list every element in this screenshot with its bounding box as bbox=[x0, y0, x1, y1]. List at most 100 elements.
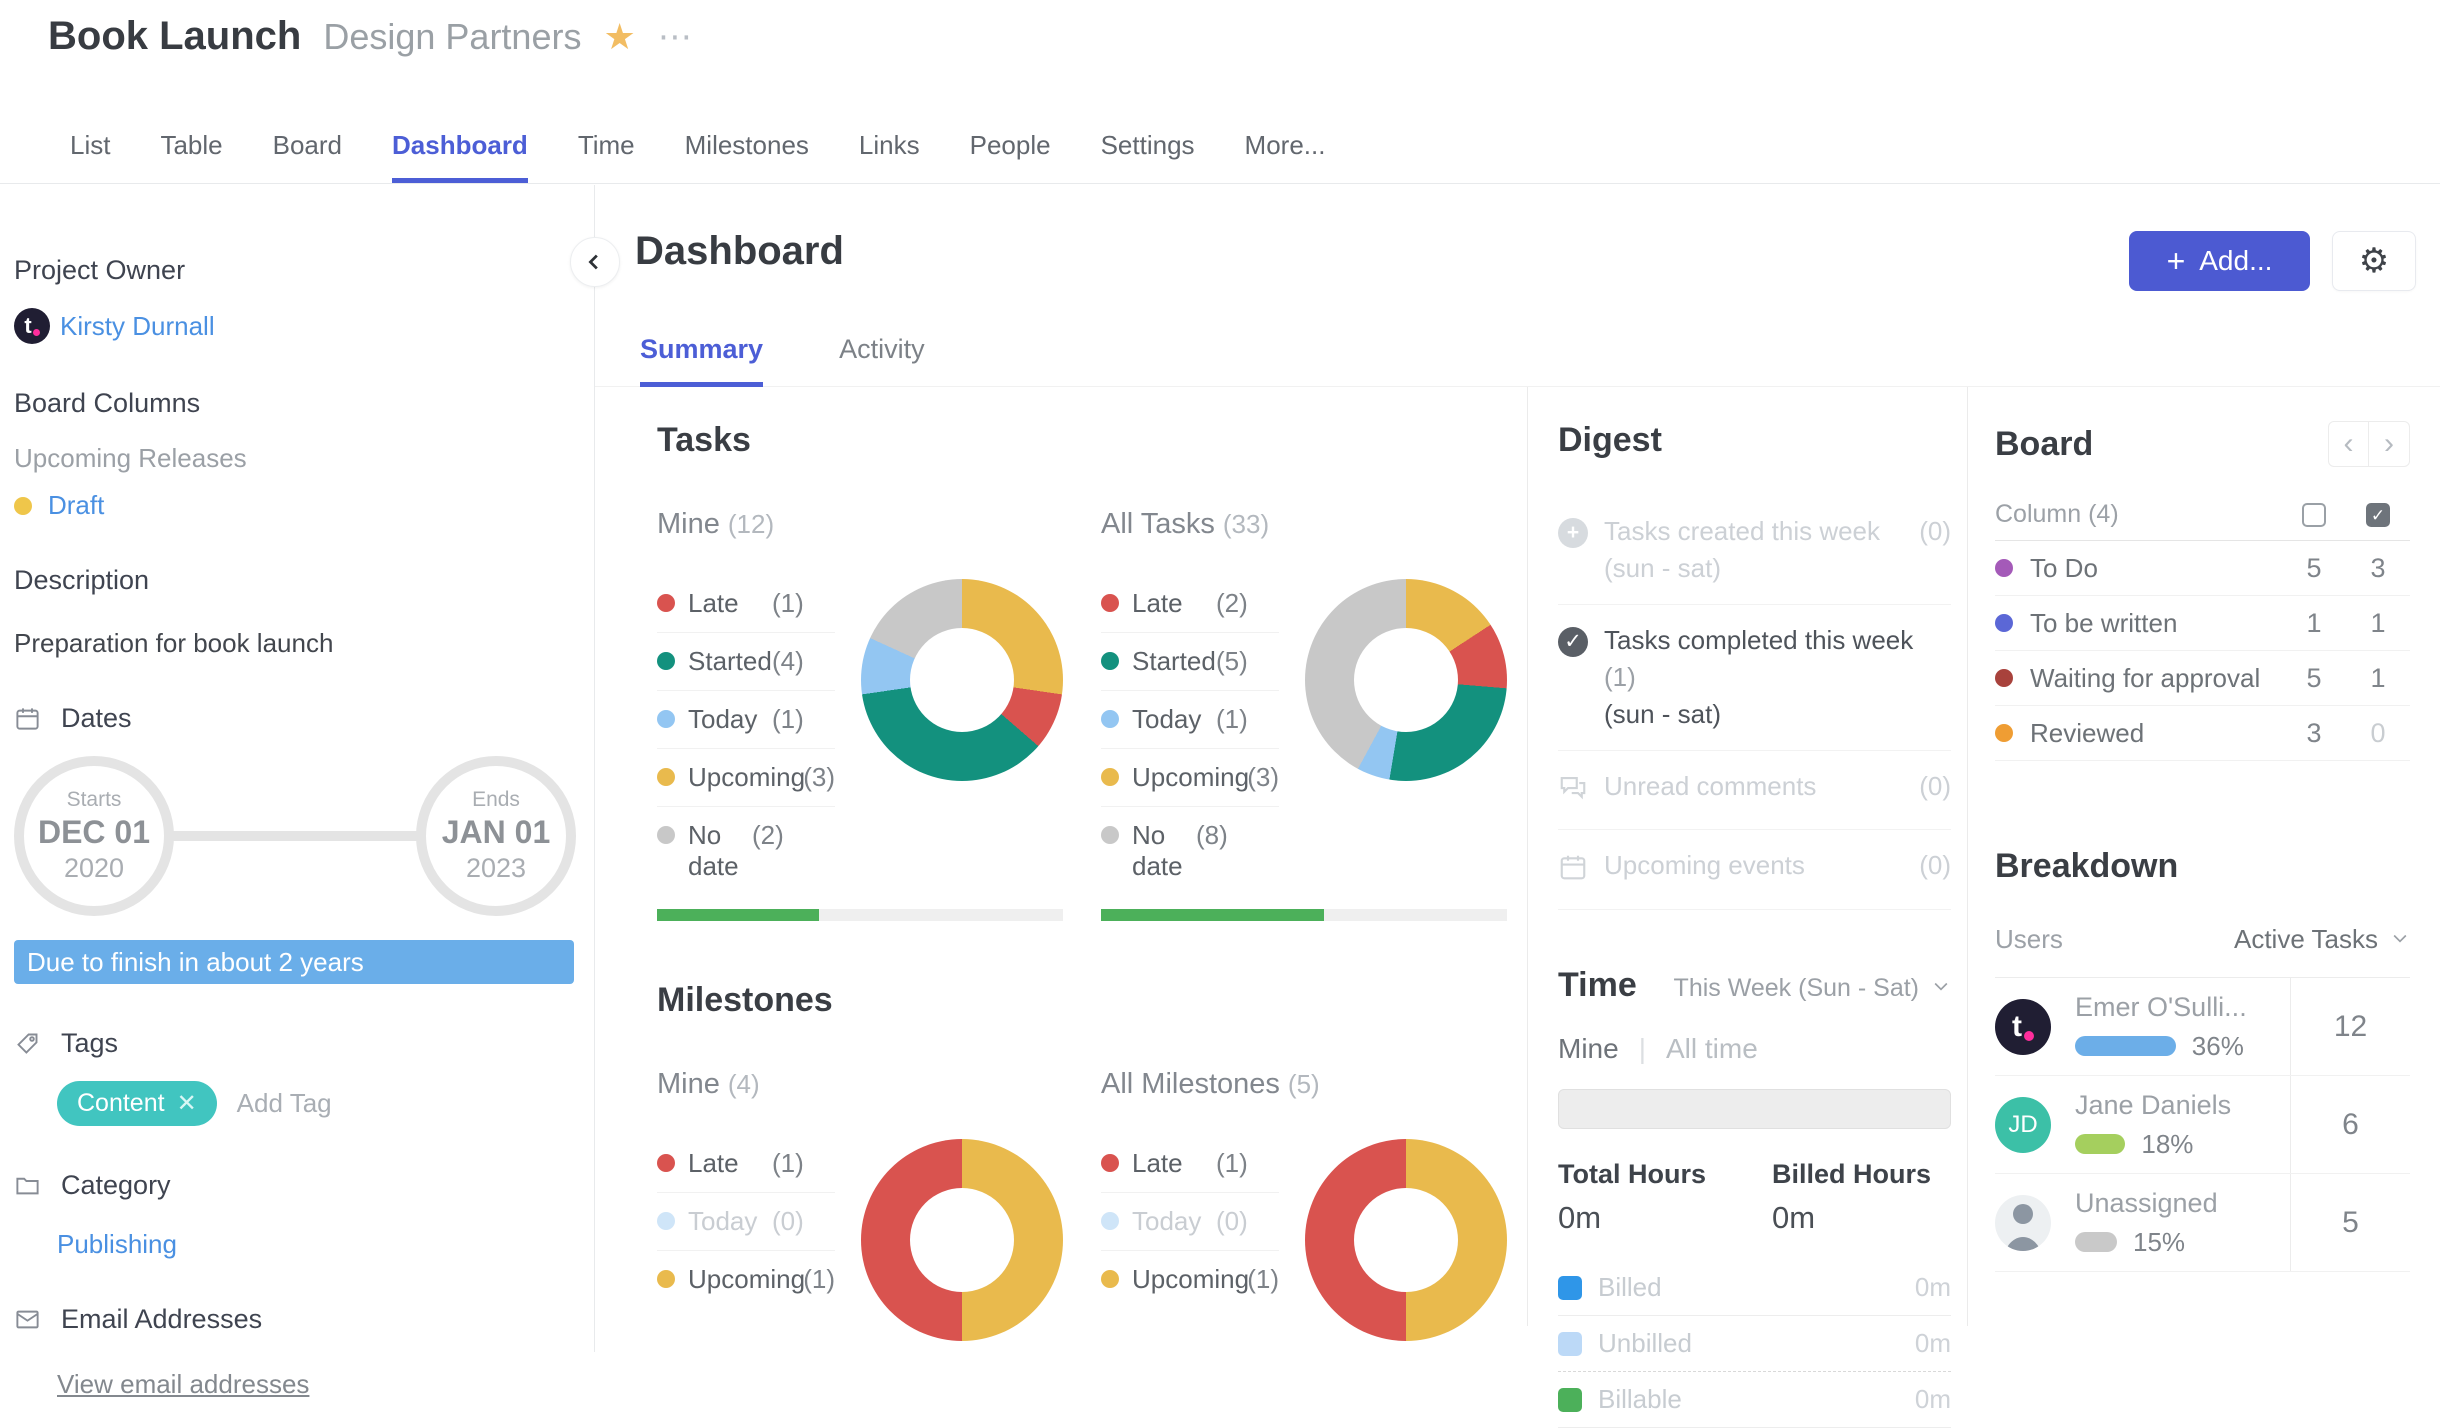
legend-count: (2) bbox=[1216, 588, 1248, 619]
checkbox-checked-icon[interactable]: ✓ bbox=[2366, 503, 2390, 527]
board-title: Board bbox=[1995, 425, 2093, 464]
nav-tab-board[interactable]: Board bbox=[273, 130, 342, 183]
legend-dot bbox=[657, 1154, 675, 1172]
tasks-mine-label: Mine bbox=[657, 508, 720, 540]
tag-chip[interactable]: Content ✕ bbox=[57, 1081, 217, 1126]
tag-icon bbox=[14, 1030, 41, 1057]
user-percent: 18% bbox=[2141, 1129, 2193, 1160]
nav-tab-more[interactable]: More... bbox=[1245, 130, 1326, 183]
digest-count: (0) bbox=[1919, 847, 1951, 884]
remove-tag-icon[interactable]: ✕ bbox=[177, 1089, 197, 1118]
digest-text: Tasks created this week(sun - sat) bbox=[1604, 513, 1909, 587]
checkbox-unchecked-icon[interactable] bbox=[2302, 503, 2326, 527]
project-title: Book Launch bbox=[48, 14, 301, 59]
tasks-mine-legend: Late(1)Started(4)Today(1)Upcoming(3)No d… bbox=[657, 575, 835, 895]
breakdown-title: Breakdown bbox=[1995, 847, 2410, 886]
avatar: t bbox=[1995, 999, 2051, 1055]
settings-gear-button[interactable]: ⚙ bbox=[2332, 231, 2416, 291]
legend-dot bbox=[657, 652, 675, 670]
project-timeline: Starts DEC 01 2020 Ends JAN 01 2023 bbox=[14, 756, 576, 916]
legend-dot bbox=[1101, 1270, 1119, 1288]
legend-count: (1) bbox=[803, 1264, 835, 1295]
milestones-all-chart: All Milestones(5) Late(1)Today(0)Upcomin… bbox=[1101, 1068, 1507, 1341]
total-hours-value: 0m bbox=[1558, 1200, 1706, 1236]
digest-item[interactable]: Unread comments(0) bbox=[1558, 751, 1951, 831]
owner-avatar: t bbox=[14, 308, 50, 344]
billed-hours-value: 0m bbox=[1772, 1200, 1931, 1236]
board-column-name: To be written bbox=[2030, 608, 2177, 639]
digest-text: Unread comments bbox=[1604, 768, 1909, 805]
start-date-circle: Starts DEC 01 2020 bbox=[14, 756, 174, 916]
digest-item[interactable]: Upcoming events(0) bbox=[1558, 830, 1951, 910]
board-column-header: Column (4) bbox=[1995, 500, 2282, 529]
pager-prev-button[interactable]: ‹ bbox=[2329, 422, 2369, 466]
legend-count: (1) bbox=[1216, 1148, 1248, 1179]
chevron-down-icon bbox=[1931, 974, 1951, 1003]
legend-dot bbox=[657, 768, 675, 786]
time-mode-all[interactable]: All time bbox=[1666, 1033, 1758, 1065]
user-name: Unassigned bbox=[2075, 1188, 2218, 1219]
star-icon[interactable]: ★ bbox=[603, 16, 635, 58]
tasks-all-donut bbox=[1305, 579, 1507, 781]
legend-dot bbox=[1101, 1212, 1119, 1230]
nav-tab-time[interactable]: Time bbox=[578, 130, 635, 183]
digest-item[interactable]: +Tasks created this week(sun - sat)(0) bbox=[1558, 496, 1951, 605]
nav-tab-people[interactable]: People bbox=[970, 130, 1051, 183]
legend-label: Upcoming bbox=[688, 762, 803, 793]
view-email-addresses-link[interactable]: View email addresses bbox=[57, 1369, 309, 1400]
legend-label: Upcoming bbox=[688, 1264, 803, 1295]
dates-label: Dates bbox=[61, 703, 132, 734]
more-options-icon[interactable]: ⋯ bbox=[658, 17, 695, 57]
legend-count: (1) bbox=[1216, 704, 1248, 735]
board-done-count: 1 bbox=[2346, 608, 2410, 639]
draft-column-link[interactable]: Draft bbox=[48, 490, 104, 521]
page-title: Dashboard bbox=[635, 229, 844, 273]
nav-tab-dashboard[interactable]: Dashboard bbox=[392, 130, 528, 183]
digest-text: Tasks completed this week (1)(sun - sat) bbox=[1604, 622, 1951, 733]
back-button[interactable] bbox=[570, 237, 620, 287]
digest-item[interactable]: ✓Tasks completed this week (1)(sun - sat… bbox=[1558, 605, 1951, 751]
project-sidebar: Project Owner t Kirsty Durnall Board Col… bbox=[0, 185, 595, 1352]
legend-count: (1) bbox=[772, 588, 804, 619]
tab-activity[interactable]: Activity bbox=[839, 334, 925, 387]
end-date: JAN 01 bbox=[442, 814, 551, 851]
digest-count: (0) bbox=[1919, 513, 1951, 550]
tab-summary[interactable]: Summary bbox=[640, 334, 763, 387]
project-subtitle: Design Partners bbox=[323, 16, 581, 58]
nav-tab-links[interactable]: Links bbox=[859, 130, 920, 183]
digest-column: Digest +Tasks created this week(sun - sa… bbox=[1527, 387, 1967, 1326]
legend-label: Upcoming bbox=[1132, 1264, 1247, 1295]
project-owner-link[interactable]: Kirsty Durnall bbox=[60, 311, 215, 342]
legend-dot bbox=[1101, 826, 1119, 844]
time-row-value: 0m bbox=[1915, 1272, 1951, 1303]
time-range-dropdown[interactable]: This Week (Sun - Sat) bbox=[1674, 974, 1951, 1003]
legend-dot bbox=[1101, 652, 1119, 670]
legend-label: Late bbox=[688, 1148, 772, 1179]
nav-tab-table[interactable]: Table bbox=[160, 130, 222, 183]
time-range-value: This Week (Sun - Sat) bbox=[1674, 974, 1919, 1003]
digest-inline-count: (1) bbox=[1604, 662, 1636, 692]
plus-icon: + bbox=[2167, 243, 2186, 280]
nav-tab-settings[interactable]: Settings bbox=[1101, 130, 1195, 183]
nav-tab-list[interactable]: List bbox=[70, 130, 110, 183]
pager-next-button[interactable]: › bbox=[2369, 422, 2409, 466]
breakdown-filter-dropdown[interactable]: Active Tasks bbox=[2234, 924, 2410, 955]
board-done-count: 1 bbox=[2346, 663, 2410, 694]
legend-count: (1) bbox=[772, 704, 804, 735]
category-link[interactable]: Publishing bbox=[57, 1229, 580, 1260]
comments-icon bbox=[1558, 773, 1588, 803]
tasks-all-label: All Tasks bbox=[1101, 508, 1215, 540]
nav-tab-milestones[interactable]: Milestones bbox=[685, 130, 809, 183]
legend-item: Late(1) bbox=[1101, 1135, 1279, 1193]
time-mode-mine[interactable]: Mine bbox=[1558, 1033, 1619, 1065]
add-button[interactable]: + Add... bbox=[2129, 231, 2310, 291]
add-tag-button[interactable]: Add Tag bbox=[237, 1088, 332, 1119]
